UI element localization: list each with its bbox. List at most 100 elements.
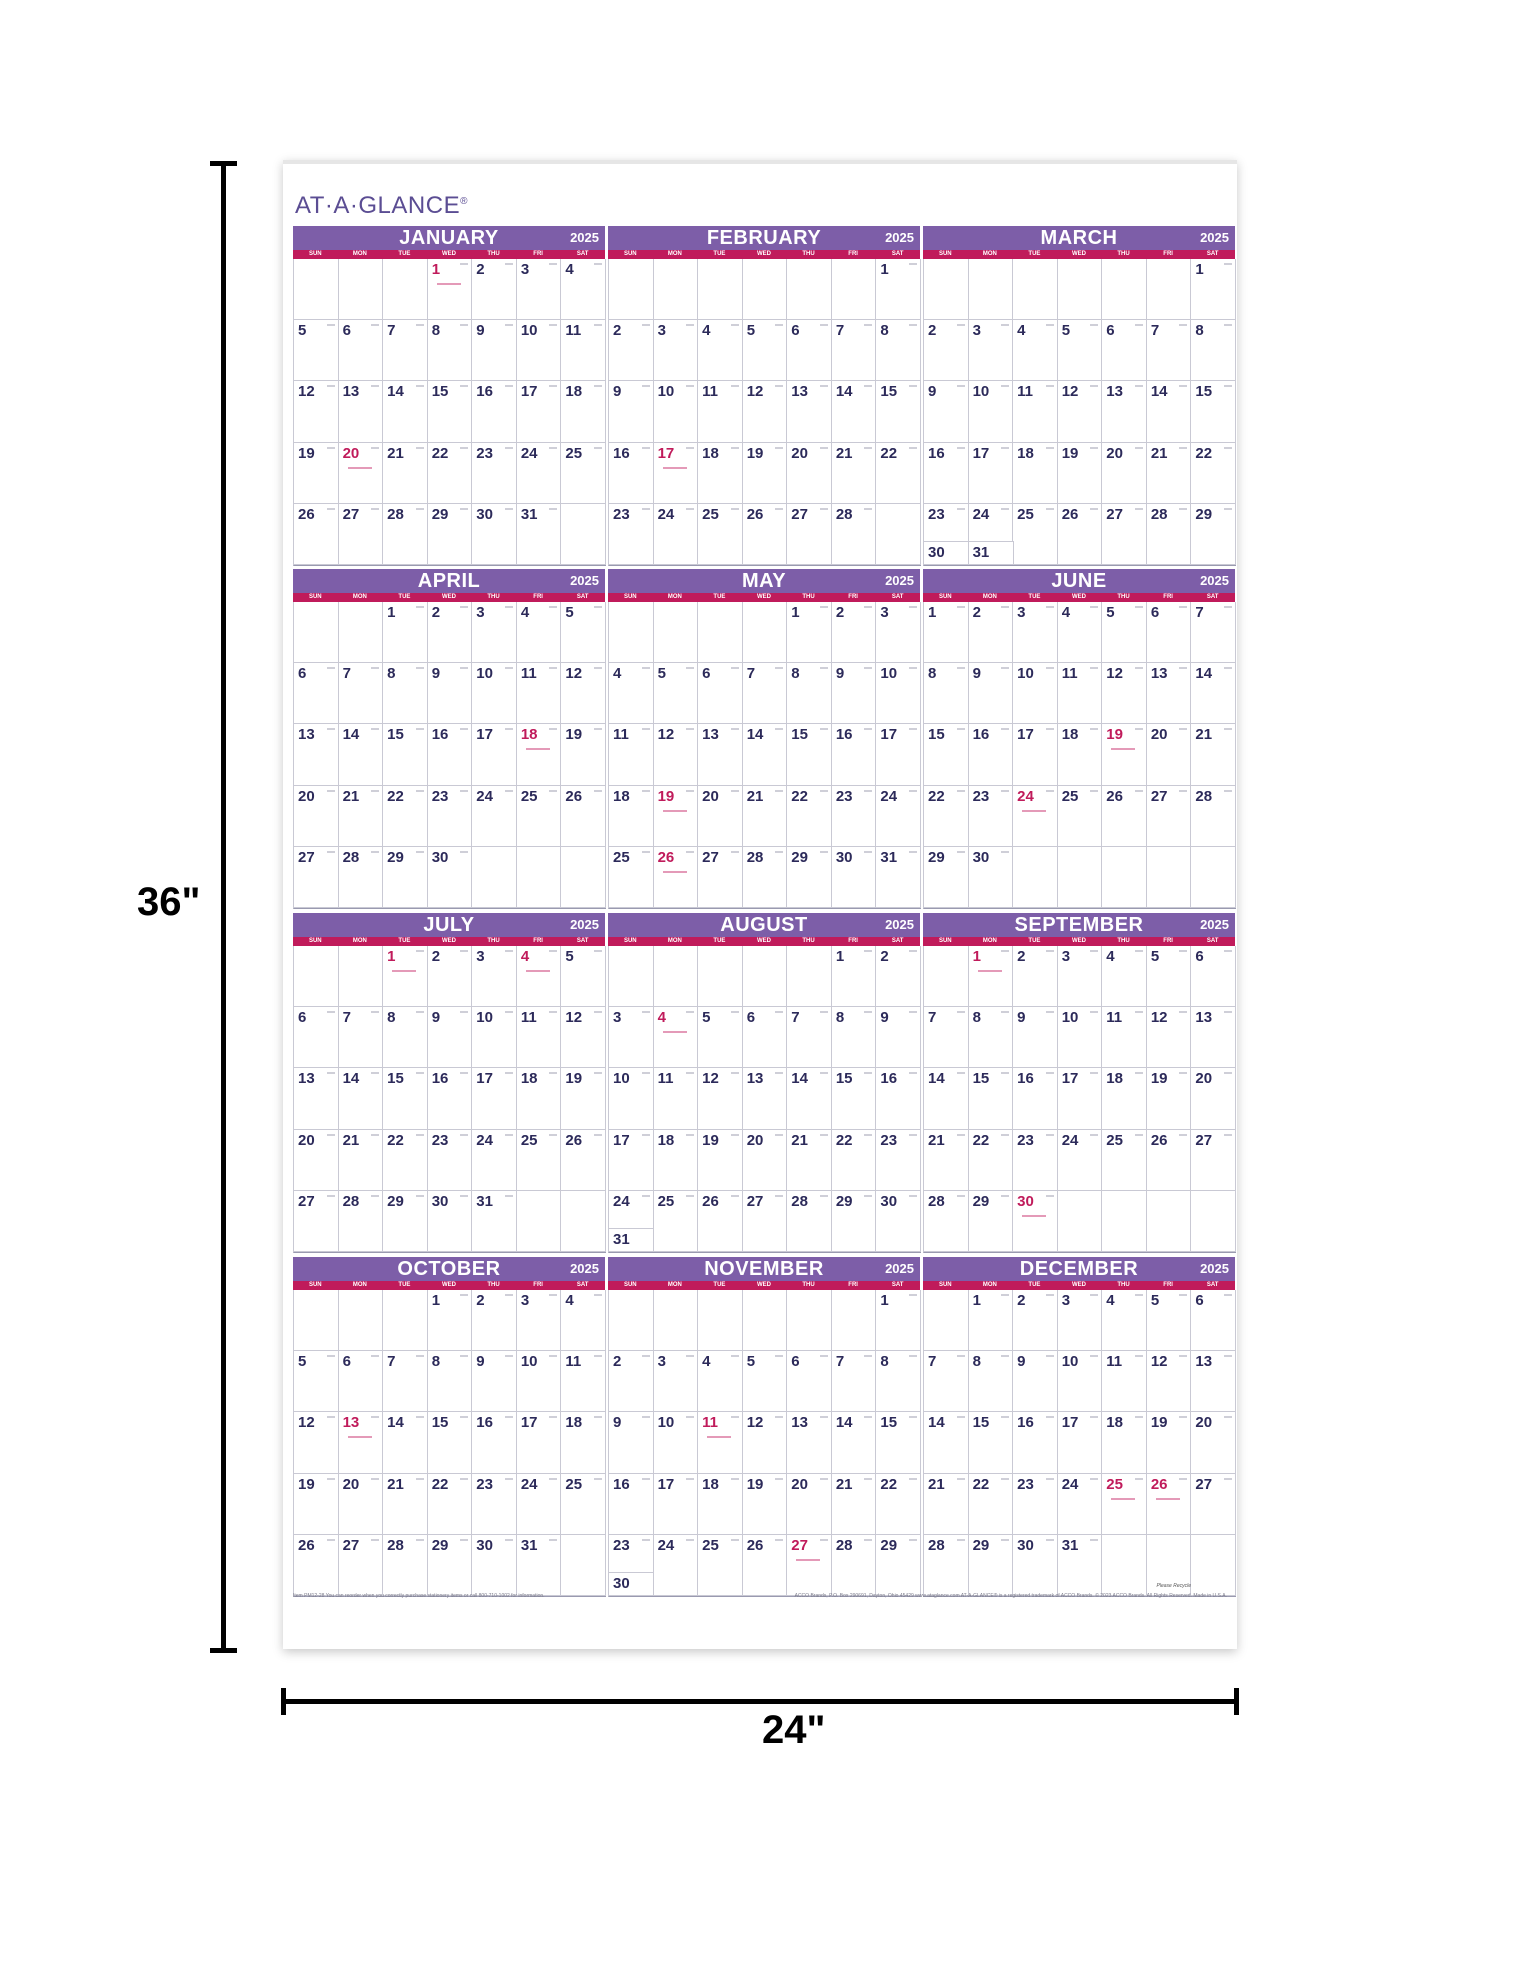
day-number: 25 (1017, 505, 1034, 523)
day-of-year-marker (1045, 728, 1054, 731)
day-cell: 16 (427, 1068, 473, 1130)
day-number: 21 (928, 1131, 945, 1149)
month-name: JUNE (1051, 570, 1107, 592)
day-number: 3 (1061, 1292, 1071, 1309)
day-of-year-marker (775, 1416, 784, 1419)
day-of-year-marker (326, 385, 335, 388)
day-of-year-marker (864, 728, 873, 731)
day-of-year-marker (730, 507, 739, 510)
weekday-label: THU (1117, 594, 1130, 600)
day-of-year-marker (775, 1477, 784, 1480)
day-cell: 22 (1191, 442, 1236, 504)
day-of-year-marker (819, 850, 828, 853)
day-number: 8 (791, 665, 800, 683)
day-of-year-marker (1224, 1133, 1232, 1136)
weekday-label: SAT (891, 594, 904, 600)
day-number: 27 (791, 1536, 808, 1554)
day-of-year-marker (1001, 606, 1010, 608)
day-of-year-marker (864, 1416, 873, 1419)
day-of-year-marker (641, 385, 650, 388)
day-cell: 5 (561, 946, 606, 1008)
day-number: 26 (298, 1536, 315, 1554)
day-number: 25 (520, 787, 538, 805)
day-of-year-marker (594, 1133, 602, 1136)
day-number: 18 (613, 787, 630, 805)
day-number: 15 (880, 1414, 898, 1432)
day-of-year-marker (549, 1011, 558, 1014)
day-cell (609, 1290, 654, 1352)
day-cell: 4 (516, 602, 562, 664)
day-number: 28 (387, 1536, 404, 1554)
day-number: 7 (387, 322, 396, 340)
day-of-year-marker (504, 1194, 513, 1197)
weekday-label: FRI (1163, 594, 1173, 600)
month-march: MARCH 2025 SUN MON TUE WED THU FRI SAT 1 2 3 4 5 6 7 8 9 1… (923, 226, 1236, 567)
day-of-year-marker (909, 263, 917, 265)
day-cell: 29 (427, 503, 473, 565)
day-cell (698, 1290, 743, 1352)
day-number: 5 (298, 322, 307, 340)
day-of-year-marker (730, 1194, 739, 1197)
day-cell (472, 846, 517, 908)
day-number: 28 (791, 1192, 808, 1210)
day-cell: 15 (787, 724, 832, 786)
day-of-year-marker (1001, 1416, 1010, 1419)
month-april: APRIL 2025 SUN MON TUE WED THU FRI SAT 1 2 3 4 5 6 7 8 9 1… (293, 569, 606, 910)
day-number: 28 (835, 1536, 853, 1554)
day-of-year-marker (1001, 1294, 1010, 1296)
day-of-year-marker (730, 1477, 739, 1480)
weekday-label: FRI (533, 594, 543, 600)
weekday-label: FRI (533, 251, 543, 257)
day-number: 29 (791, 848, 808, 866)
width-label: 24" (762, 1708, 826, 1752)
day-number: 12 (746, 1414, 764, 1432)
day-of-year-marker (1001, 1133, 1010, 1136)
day-of-year-marker (326, 850, 335, 853)
day-number: 14 (791, 1070, 808, 1088)
day-number: 4 (565, 1292, 574, 1309)
day-cell: 6 (787, 1351, 832, 1413)
weekday-label: THU (802, 938, 815, 944)
day-cell: 12 (561, 1007, 606, 1069)
day-cell: 3 (516, 1290, 562, 1352)
day-of-year-marker (504, 667, 513, 670)
day-number: 13 (1195, 1353, 1213, 1371)
day-number: 14 (835, 1414, 853, 1432)
day-number: 11 (1017, 383, 1033, 401)
day-of-year-marker (1224, 446, 1232, 449)
weekday-label: SUN (938, 594, 952, 600)
day-of-year-marker (686, 1477, 695, 1480)
day-of-year-marker (864, 789, 873, 792)
weekday-label: WED (1071, 1282, 1086, 1288)
day-of-year-marker (594, 324, 602, 327)
day-cell: 8 (876, 320, 921, 382)
day-of-year-marker (1224, 385, 1232, 388)
holiday-note (347, 1436, 372, 1439)
day-number: 26 (298, 505, 315, 523)
day-of-year-marker (415, 606, 424, 608)
weekday-label: TUE (713, 1282, 726, 1288)
day-cell (609, 946, 654, 1008)
month-header: AUGUST 2025 (608, 913, 920, 937)
day-number: 4 (565, 261, 574, 278)
day-of-year-marker (549, 263, 558, 265)
day-cell: 21 (787, 1129, 832, 1191)
day-cell: 15 (968, 1412, 1014, 1474)
day-cell: 17 (1057, 1412, 1103, 1474)
weekday-label: THU (1117, 251, 1130, 257)
day-number: 12 (1150, 1353, 1168, 1371)
day-cell: 3 (876, 602, 921, 664)
month-header: FEBRUARY 2025 (608, 226, 920, 250)
day-number: 1 (431, 261, 441, 278)
day-number: 23 (613, 1536, 630, 1554)
day-of-year-marker (730, 1355, 739, 1358)
month-name: MAY (741, 570, 787, 592)
day-number: 20 (1195, 1070, 1213, 1088)
day-cell: 11 (561, 320, 606, 382)
day-number: 10 (520, 322, 538, 340)
day-cell (831, 1290, 877, 1352)
day-number: 27 (342, 1536, 360, 1554)
day-cell: 21 (383, 442, 428, 504)
day-number: 22 (387, 1131, 404, 1149)
footer-right: ACCO Brands, P.O. Box 290691, Dayton, Oh… (794, 1593, 1227, 1599)
